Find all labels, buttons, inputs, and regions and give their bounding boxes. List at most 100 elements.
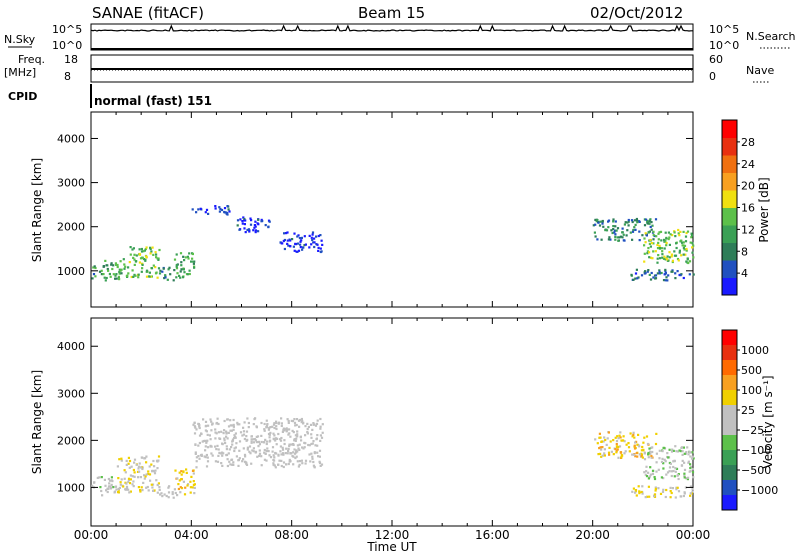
data-cell bbox=[264, 438, 267, 441]
data-cell bbox=[659, 230, 663, 233]
data-cell bbox=[618, 236, 621, 239]
data-cell bbox=[154, 272, 158, 275]
data-cell bbox=[258, 443, 261, 446]
data-cell bbox=[135, 254, 138, 257]
data-cell bbox=[276, 437, 279, 440]
x-tick-label: 00:00 bbox=[74, 528, 109, 542]
data-cell bbox=[654, 487, 657, 490]
data-cell bbox=[283, 232, 286, 235]
colorbar-tick-label: −1000 bbox=[741, 484, 778, 497]
data-cell bbox=[127, 462, 130, 465]
data-cell bbox=[238, 457, 241, 460]
data-cell bbox=[177, 487, 180, 491]
data-cell bbox=[638, 492, 641, 495]
data-cell bbox=[180, 470, 183, 473]
data-cell bbox=[117, 275, 120, 278]
data-cell bbox=[122, 485, 125, 488]
data-cell bbox=[297, 419, 301, 422]
data-cell bbox=[282, 427, 285, 430]
data-cell bbox=[280, 459, 283, 462]
data-cell bbox=[664, 279, 667, 282]
data-cell bbox=[288, 458, 291, 461]
data-cell bbox=[153, 465, 156, 468]
data-cell bbox=[281, 448, 285, 451]
data-cell bbox=[621, 227, 624, 230]
data-cell bbox=[214, 445, 217, 448]
data-cell bbox=[633, 444, 636, 447]
data-cell bbox=[116, 263, 119, 267]
data-cell bbox=[145, 255, 148, 258]
data-cell bbox=[662, 279, 666, 282]
data-cell bbox=[236, 423, 239, 426]
data-cell bbox=[144, 457, 147, 460]
data-cell bbox=[282, 461, 286, 464]
data-cell bbox=[634, 223, 637, 226]
data-cell bbox=[649, 256, 652, 259]
data-cell bbox=[223, 211, 226, 214]
data-cell bbox=[284, 452, 287, 455]
colorbar-segment bbox=[722, 450, 737, 466]
data-cell bbox=[150, 275, 153, 278]
data-cell bbox=[316, 451, 319, 454]
data-cell bbox=[681, 459, 684, 462]
data-cell bbox=[247, 426, 250, 429]
data-cell bbox=[254, 451, 257, 454]
data-cell bbox=[156, 276, 159, 279]
colorbar-tick-label: 4 bbox=[741, 267, 748, 280]
power-colorbar: 4 8 12 16 20 24 28 bbox=[721, 119, 755, 296]
data-cell bbox=[319, 427, 322, 430]
data-cell bbox=[657, 487, 660, 490]
data-cell bbox=[192, 262, 195, 265]
power-ylabel: Slant Range [km] bbox=[30, 158, 44, 262]
colorbar-segment bbox=[722, 495, 737, 511]
data-cell bbox=[157, 455, 161, 458]
data-cell bbox=[119, 483, 122, 486]
data-cell bbox=[662, 477, 665, 480]
data-cell bbox=[214, 437, 217, 440]
data-cell bbox=[312, 422, 315, 425]
data-cell bbox=[656, 272, 659, 275]
data-cell bbox=[690, 232, 693, 235]
data-cell bbox=[316, 444, 319, 447]
data-cell bbox=[263, 458, 266, 461]
colorbar-segment bbox=[722, 137, 737, 156]
data-cell bbox=[659, 246, 662, 250]
data-cell bbox=[148, 271, 151, 274]
data-cell bbox=[227, 425, 231, 428]
data-cell bbox=[666, 452, 669, 455]
data-cell bbox=[271, 450, 274, 453]
data-cell bbox=[675, 486, 678, 489]
data-cell bbox=[267, 226, 270, 229]
data-cell bbox=[638, 490, 641, 493]
data-cell bbox=[108, 272, 111, 276]
data-cell bbox=[667, 238, 670, 241]
data-cell bbox=[301, 462, 304, 465]
data-cell bbox=[319, 247, 322, 250]
data-cell bbox=[654, 442, 658, 446]
data-cell bbox=[221, 464, 224, 467]
data-cell bbox=[220, 462, 223, 465]
data-cell bbox=[310, 436, 313, 439]
data-cell bbox=[116, 465, 119, 468]
data-cell bbox=[193, 266, 196, 269]
data-cell bbox=[200, 432, 203, 435]
data-cell bbox=[105, 264, 108, 267]
colorbar-tick-label: 12 bbox=[741, 223, 755, 236]
data-cell bbox=[688, 450, 691, 453]
data-cell bbox=[671, 448, 674, 451]
data-cell bbox=[118, 272, 121, 275]
data-cell bbox=[125, 485, 129, 488]
data-cell bbox=[275, 443, 278, 446]
data-cell bbox=[637, 276, 640, 279]
data-cell bbox=[624, 450, 627, 453]
data-cell bbox=[263, 429, 266, 432]
data-cell bbox=[605, 443, 608, 446]
data-cell bbox=[601, 446, 604, 449]
data-cell bbox=[685, 249, 688, 252]
data-cell bbox=[319, 417, 322, 421]
data-cell bbox=[241, 460, 244, 463]
nsky-tick-high: 10^5 bbox=[52, 23, 82, 36]
data-cell bbox=[252, 450, 255, 453]
data-cell bbox=[292, 245, 295, 248]
data-cell bbox=[652, 469, 655, 472]
